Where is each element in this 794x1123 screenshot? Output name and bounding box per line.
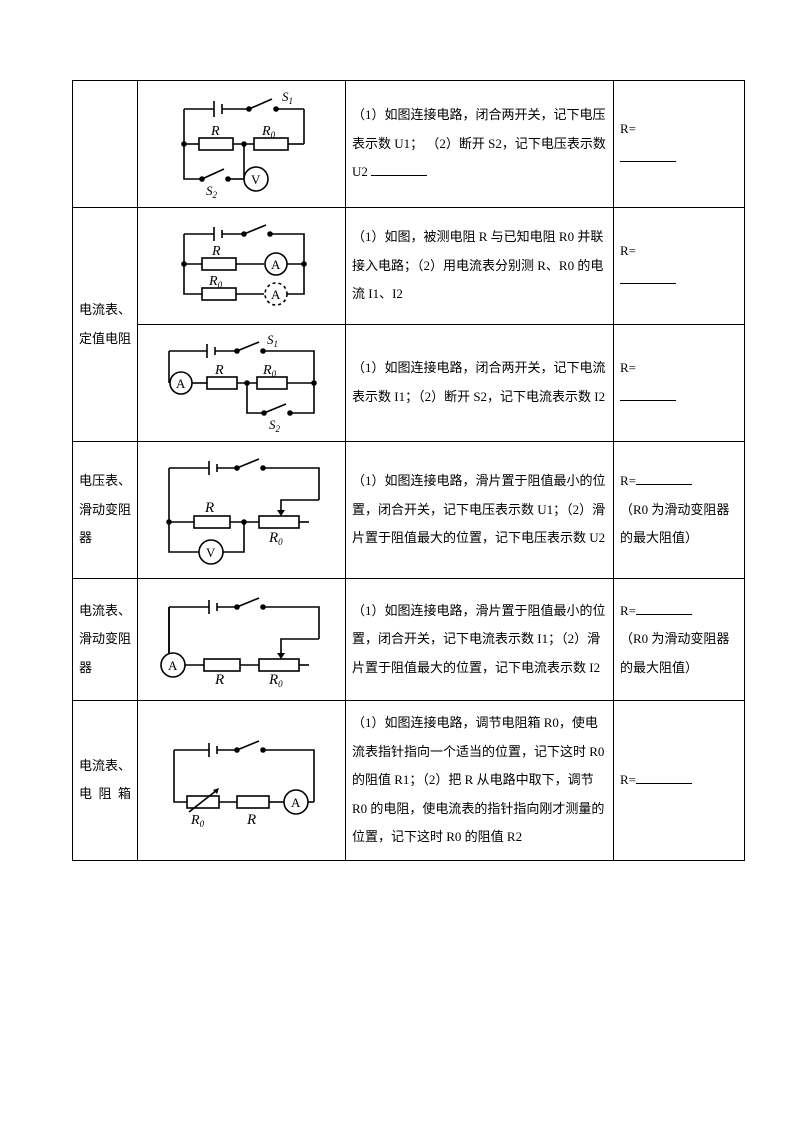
circuit-diagram-5: A R R0 bbox=[149, 587, 334, 692]
row-label: 电流表、定值电阻 bbox=[73, 208, 138, 442]
svg-text:R0: R0 bbox=[208, 274, 223, 290]
physics-circuit-table: S1 R R0 S2 V （1）如图连接电路，闭合两开关，记下电压表示数 U1；… bbox=[72, 80, 745, 861]
svg-text:S2: S2 bbox=[206, 183, 218, 199]
steps-cell: （1）如图连接电路，调节电阻箱 R0，使电流表指针指向一个适当的位置，记下这时 … bbox=[346, 701, 614, 861]
steps-cell: （1）如图连接电路，闭合两开关，记下电压表示数 U1； （2）断开 S2，记下电… bbox=[346, 81, 614, 208]
svg-text:V: V bbox=[206, 545, 216, 560]
result-blank bbox=[620, 387, 676, 401]
svg-text:A: A bbox=[271, 257, 281, 272]
table-row: 电流表、滑动变阻器 bbox=[73, 579, 745, 701]
diagram-cell: A R R0 bbox=[138, 579, 346, 701]
svg-text:R: R bbox=[214, 672, 224, 688]
svg-text:R: R bbox=[211, 244, 221, 259]
row-label: 电流表、滑动变阻器 bbox=[73, 579, 138, 701]
result-cell: R= bbox=[614, 701, 745, 861]
circuit-diagram-6: R0 R A bbox=[149, 730, 334, 830]
svg-text:R0: R0 bbox=[262, 363, 277, 379]
svg-text:R0: R0 bbox=[268, 672, 283, 689]
svg-text:A: A bbox=[168, 658, 178, 673]
steps-text: （1）如图，被测电阻 R 与已知电阻 R0 并联接入电路；（2）用电流表分别测 … bbox=[352, 229, 603, 301]
svg-text:R: R bbox=[210, 124, 220, 139]
table-row: S1 R R0 S2 V （1）如图连接电路，闭合两开关，记下电压表示数 U1；… bbox=[73, 81, 745, 208]
table-row: 电压表、滑动变阻器 bbox=[73, 442, 745, 579]
result-blank bbox=[620, 148, 676, 162]
steps-text: （1）如图连接电路，调节电阻箱 R0，使电流表指针指向一个适当的位置，记下这时 … bbox=[352, 715, 604, 844]
svg-text:V: V bbox=[251, 172, 261, 187]
result-blank bbox=[636, 601, 692, 615]
svg-text:R0: R0 bbox=[268, 530, 283, 547]
result-text: R= bbox=[620, 772, 636, 787]
svg-text:A: A bbox=[271, 287, 281, 302]
table-row: 电流表、定值电阻 bbox=[73, 208, 745, 325]
steps-cell: （1）如图连接电路，闭合两开关，记下电流表示数 I1；（2）断开 S2，记下电流… bbox=[346, 325, 614, 442]
result-blank bbox=[636, 770, 692, 784]
steps-cell: （1）如图连接电路，滑片置于阻值最小的位置，闭合开关，记下电压表示数 U1；（2… bbox=[346, 442, 614, 579]
result-text: R= bbox=[620, 473, 636, 488]
svg-text:R0: R0 bbox=[261, 124, 276, 140]
diagram-cell: R R0 A A bbox=[138, 208, 346, 325]
svg-text:R: R bbox=[214, 363, 224, 378]
result-note: （R0 为滑动变阻器的最大阻值） bbox=[620, 502, 729, 546]
svg-text:A: A bbox=[291, 795, 301, 810]
steps-trailing-blank bbox=[371, 162, 427, 176]
result-cell: R= （R0 为滑动变阻器的最大阻值） bbox=[614, 442, 745, 579]
steps-text: （1）如图连接电路，滑片置于阻值最小的位置，闭合开关，记下电流表示数 I1；（2… bbox=[352, 603, 606, 675]
svg-text:R: R bbox=[204, 500, 214, 516]
result-text: R= bbox=[620, 243, 636, 258]
svg-text:S2: S2 bbox=[269, 417, 281, 433]
circuit-diagram-3: S1 A R R0 S2 bbox=[149, 333, 334, 433]
result-cell: R= （R0 为滑动变阻器的最大阻值） bbox=[614, 579, 745, 701]
svg-text:S1: S1 bbox=[267, 333, 278, 349]
result-note: （R0 为滑动变阻器的最大阻值） bbox=[620, 631, 729, 675]
steps-cell: （1）如图，被测电阻 R 与已知电阻 R0 并联接入电路；（2）用电流表分别测 … bbox=[346, 208, 614, 325]
svg-text:S1: S1 bbox=[282, 89, 293, 106]
diagram-cell: R0 R A bbox=[138, 701, 346, 861]
diagram-cell: S1 A R R0 S2 bbox=[138, 325, 346, 442]
row-label-empty bbox=[73, 81, 138, 208]
svg-text:A: A bbox=[176, 376, 186, 391]
result-cell: R= bbox=[614, 81, 745, 208]
circuit-diagram-4: R R0 V bbox=[149, 450, 334, 570]
circuit-diagram-1: S1 R R0 S2 V bbox=[154, 89, 329, 199]
result-blank bbox=[636, 471, 692, 485]
diagram-cell: S1 R R0 S2 V bbox=[138, 81, 346, 208]
svg-text:R: R bbox=[246, 812, 256, 828]
row-label: 电流表、电阻箱 bbox=[73, 701, 138, 861]
steps-text: （1）如图连接电路，闭合两开关，记下电流表示数 I1；（2）断开 S2，记下电流… bbox=[352, 360, 606, 404]
svg-text:R0: R0 bbox=[190, 813, 205, 829]
result-text: R= bbox=[620, 603, 636, 618]
result-text: R= bbox=[620, 121, 636, 136]
table-row: 电流表、电阻箱 bbox=[73, 701, 745, 861]
result-cell: R= bbox=[614, 208, 745, 325]
row-label: 电压表、滑动变阻器 bbox=[73, 442, 138, 579]
diagram-cell: R R0 V bbox=[138, 442, 346, 579]
result-text: R= bbox=[620, 360, 636, 375]
table-row: S1 A R R0 S2 （1）如图连接电路，闭合两开关，记下电流表示数 I1；… bbox=[73, 325, 745, 442]
steps-text: （1）如图连接电路，滑片置于阻值最小的位置，闭合开关，记下电压表示数 U1；（2… bbox=[352, 473, 606, 545]
steps-cell: （1）如图连接电路，滑片置于阻值最小的位置，闭合开关，记下电流表示数 I1；（2… bbox=[346, 579, 614, 701]
result-cell: R= bbox=[614, 325, 745, 442]
circuit-diagram-2: R R0 A A bbox=[154, 216, 329, 316]
result-blank bbox=[620, 270, 676, 284]
